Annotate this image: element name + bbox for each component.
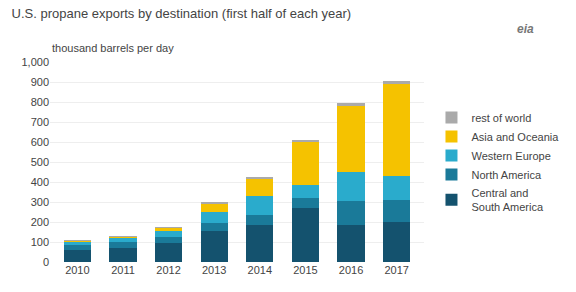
- svg-text:2012: 2012: [156, 264, 180, 276]
- svg-text:Asia and Oceania: Asia and Oceania: [471, 131, 559, 143]
- svg-text:2010: 2010: [65, 264, 89, 276]
- svg-text:Western Europe: Western Europe: [471, 150, 550, 162]
- svg-text:1,000: 1,000: [21, 56, 49, 68]
- svg-text:2014: 2014: [248, 264, 272, 276]
- svg-text:200: 200: [31, 216, 49, 228]
- svg-text:500: 500: [31, 156, 49, 168]
- svg-text:400: 400: [31, 176, 49, 188]
- svg-text:100: 100: [31, 236, 49, 248]
- svg-text:2017: 2017: [384, 264, 408, 276]
- svg-text:North America: North America: [471, 169, 542, 181]
- svg-text:600: 600: [31, 136, 49, 148]
- svg-text:2015: 2015: [293, 264, 317, 276]
- svg-text:rest of world: rest of world: [471, 112, 531, 124]
- svg-text:2013: 2013: [202, 264, 226, 276]
- svg-text:2016: 2016: [339, 264, 363, 276]
- svg-text:U.S. propane exports by destin: U.S. propane exports by destination (fir…: [12, 6, 352, 21]
- svg-text:thousand barrels per day: thousand barrels per day: [52, 42, 174, 54]
- svg-text:800: 800: [31, 96, 49, 108]
- svg-text:700: 700: [31, 116, 49, 128]
- svg-text:Central andSouth America: Central andSouth America: [471, 187, 543, 213]
- svg-text:300: 300: [31, 196, 49, 208]
- svg-text:900: 900: [31, 76, 49, 88]
- svg-text:0: 0: [43, 256, 49, 268]
- svg-text:eia: eia: [517, 22, 534, 36]
- svg-text:2011: 2011: [111, 264, 135, 276]
